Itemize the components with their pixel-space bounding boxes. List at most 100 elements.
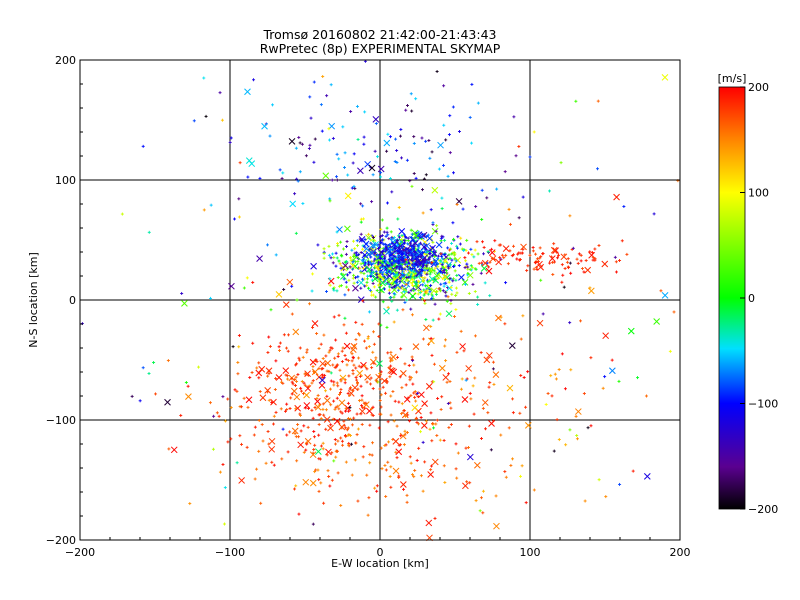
data-point (341, 346, 345, 350)
data-point (412, 269, 416, 273)
y-axis-label: N-S location [km] (27, 252, 40, 348)
colorbar-label: [m/s] (718, 72, 747, 85)
data-point (442, 270, 446, 274)
data-point (324, 408, 328, 412)
data-point (406, 265, 410, 269)
data-point (381, 262, 385, 266)
data-point (351, 239, 355, 243)
data-point (386, 272, 393, 280)
data-point (519, 251, 523, 255)
data-point (399, 240, 403, 244)
data-point (394, 281, 402, 289)
data-point (339, 387, 343, 391)
data-point (434, 290, 438, 294)
data-point (323, 397, 331, 404)
data-point (402, 239, 406, 243)
data-point (459, 236, 463, 240)
data-point (395, 280, 399, 284)
data-point (451, 221, 455, 225)
data-point (258, 365, 266, 373)
data-point (473, 267, 477, 271)
data-point (363, 364, 367, 368)
data-point (480, 265, 488, 272)
data-point (448, 276, 452, 280)
data-point (384, 270, 388, 274)
data-point (439, 252, 443, 256)
data-point (283, 409, 287, 413)
data-point (285, 408, 289, 412)
data-point (495, 258, 503, 266)
data-point (290, 380, 294, 384)
data-point (447, 280, 451, 284)
data-point (411, 256, 415, 260)
data-point (533, 260, 537, 264)
data-point (576, 261, 580, 265)
data-point (541, 252, 545, 256)
data-point (412, 343, 420, 350)
data-point (236, 360, 240, 364)
data-point (354, 366, 358, 370)
data-point (525, 269, 529, 273)
data-point (422, 293, 426, 297)
data-point (332, 380, 336, 384)
data-point (422, 259, 426, 263)
data-point (299, 386, 303, 390)
data-point (416, 283, 420, 287)
data-point (411, 288, 415, 292)
data-point (410, 269, 414, 273)
data-point (379, 270, 383, 274)
data-point (390, 299, 394, 303)
data-point (392, 261, 396, 265)
data-point (344, 225, 351, 233)
data-point (368, 260, 372, 264)
data-point (389, 230, 393, 234)
data-point (425, 235, 429, 239)
data-point (388, 296, 392, 300)
data-point (333, 407, 337, 411)
data-point (375, 275, 379, 279)
data-point (579, 253, 583, 257)
data-point (388, 256, 392, 260)
data-point (426, 280, 430, 284)
data-point (357, 364, 361, 368)
data-point (411, 280, 415, 284)
data-point (387, 237, 391, 241)
data-point (481, 259, 489, 267)
colorbar-tick-label: −200 (748, 503, 778, 516)
data-point (413, 242, 417, 246)
colorbar-ticks: −200 −100 0 100 200 (740, 81, 778, 516)
data-point (526, 264, 530, 268)
data-point (425, 260, 429, 264)
data-point (350, 423, 354, 427)
data-point (400, 238, 404, 242)
data-point (452, 253, 456, 257)
data-point (404, 236, 408, 240)
data-point (417, 288, 421, 292)
data-point (360, 239, 364, 243)
data-point (550, 255, 554, 259)
data-point (400, 267, 404, 271)
data-point (480, 217, 484, 221)
data-point (332, 399, 336, 403)
data-point (575, 257, 579, 261)
data-point (406, 258, 410, 262)
data-point (453, 257, 457, 261)
data-point (397, 243, 405, 250)
data-point (499, 243, 503, 247)
data-point (476, 302, 480, 306)
data-point (370, 271, 374, 275)
data-point (443, 238, 447, 242)
data-point (448, 256, 452, 260)
data-point (306, 425, 310, 429)
data-point (359, 271, 363, 275)
data-point (336, 363, 340, 367)
data-point (618, 258, 622, 262)
data-point (305, 350, 309, 354)
data-point (620, 239, 624, 243)
data-point (267, 335, 271, 339)
data-point (470, 265, 474, 269)
data-point (343, 293, 347, 297)
data-point (401, 308, 405, 312)
colorbar-tick-label: 100 (748, 187, 769, 200)
